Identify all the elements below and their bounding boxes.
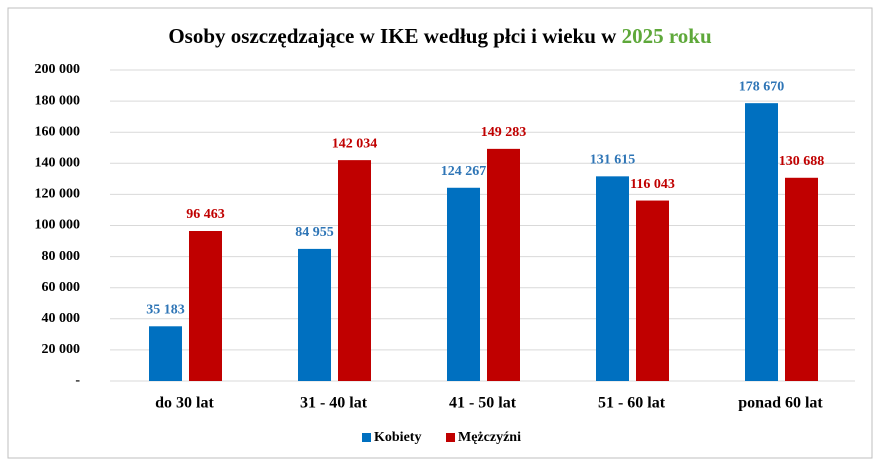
chart-frame	[7, 7, 873, 459]
value-label: 96 463	[186, 207, 225, 222]
chart-title: Osoby oszczędzające w IKE według płci i …	[168, 24, 712, 48]
bar	[189, 231, 222, 381]
value-label: 130 688	[779, 154, 825, 169]
y-tick-label: 60 000	[42, 280, 81, 295]
y-tick-label: 100 000	[35, 218, 81, 233]
bar	[596, 176, 629, 381]
bar	[447, 187, 480, 381]
legend-swatch	[446, 433, 455, 442]
legend-swatch	[362, 433, 371, 442]
value-label: 178 670	[739, 79, 785, 94]
x-tick-label: ponad 60 lat	[738, 395, 823, 412]
value-label: 131 615	[590, 153, 636, 168]
value-label: 35 183	[146, 303, 185, 318]
value-label: 124 267	[441, 164, 487, 179]
value-label: 84 955	[295, 225, 334, 240]
value-label: 116 043	[630, 177, 675, 192]
bar	[785, 177, 818, 381]
legend-label: Kobiety	[374, 430, 421, 445]
y-tick-label: 160 000	[35, 124, 81, 139]
y-tick-label: 20 000	[42, 342, 81, 357]
x-tick-label: 51 - 60 lat	[598, 395, 666, 412]
legend-label: Mężczyźni	[458, 430, 521, 445]
bar	[745, 103, 778, 381]
bar	[487, 148, 520, 381]
y-tick-label: 140 000	[35, 156, 81, 171]
value-label: 149 283	[481, 125, 527, 140]
x-tick-label: 31 - 40 lat	[300, 395, 368, 412]
y-tick-label: 40 000	[42, 311, 81, 326]
bar	[636, 200, 669, 381]
value-label: 142 034	[332, 136, 378, 151]
y-tick-label: 180 000	[35, 93, 81, 108]
title-main: Osoby oszczędzające w IKE według płci i …	[168, 24, 617, 48]
x-tick-label: do 30 lat	[155, 395, 214, 412]
bar	[149, 326, 182, 381]
y-tick-label: 80 000	[42, 249, 81, 264]
y-tick-label: 200 000	[35, 62, 81, 77]
y-tick-label: -	[75, 373, 80, 388]
bar	[298, 248, 331, 381]
y-tick-label: 120 000	[35, 187, 81, 202]
bar	[338, 160, 371, 381]
title-highlight: 2025 roku	[622, 24, 712, 48]
x-tick-label: 41 - 50 lat	[449, 395, 517, 412]
